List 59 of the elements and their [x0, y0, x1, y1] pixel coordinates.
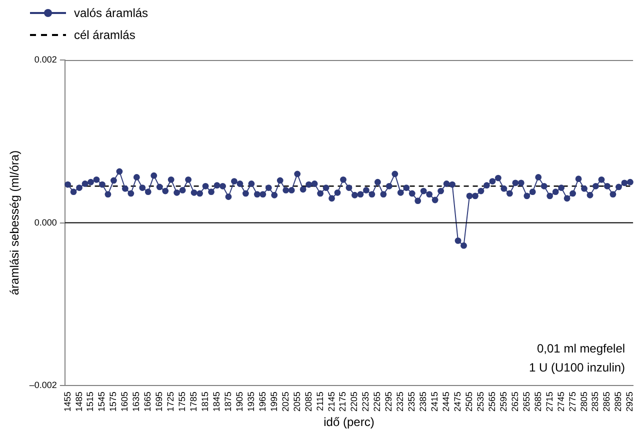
x-tick-label: 1455 — [62, 392, 72, 412]
x-tick-label: 1785 — [188, 392, 199, 412]
x-tick-label: 1845 — [211, 392, 222, 412]
legend-label: valós áramlás — [74, 6, 148, 20]
x-tick-label: 2295 — [384, 392, 394, 412]
x-tick-label: 1935 — [246, 392, 256, 412]
x-tick-label: 2805 — [578, 392, 589, 412]
x-tick-label: 2685 — [532, 392, 543, 412]
x-tick-label: 1965 — [257, 392, 268, 412]
y-axis-title: áramlási sebesség (ml/óra) — [8, 150, 22, 296]
annotation: 1 U (U100 inzulin) — [529, 360, 626, 375]
x-tick-label: 2175 — [338, 392, 348, 412]
x-tick-label: 2565 — [486, 392, 497, 412]
x-tick-label: 1755 — [177, 392, 188, 412]
y-tick-label: 0.002 — [34, 54, 57, 64]
x-tick-label: 1995 — [268, 392, 279, 412]
x-tick-label: 1515 — [85, 392, 96, 412]
x-tick-label: 2235 — [360, 392, 371, 412]
x-tick-label: 1905 — [234, 392, 244, 412]
x-tick-label: 2265 — [372, 392, 382, 412]
x-tick-label: 2085 — [303, 392, 314, 412]
x-tick-label: 2145 — [326, 392, 336, 412]
x-tick-label: 2595 — [498, 392, 508, 412]
x-axis-title: idő (perc) — [324, 415, 374, 430]
annotation: 0,01 ml megfelel — [537, 342, 626, 356]
x-tick-label: 1665 — [142, 392, 153, 412]
x-tick-label: 2655 — [521, 392, 532, 412]
x-tick-label: 2025 — [280, 392, 290, 412]
y-tick-label: –0.002 — [29, 380, 57, 390]
x-tick-label: 2385 — [418, 392, 428, 412]
x-tick-label: 2505 — [464, 392, 474, 412]
y-tick-label: 0.000 — [34, 217, 57, 228]
legend-label: cél áramlás — [74, 28, 136, 42]
x-tick-label: 2625 — [510, 392, 520, 412]
x-tick-label: 2205 — [349, 392, 360, 412]
x-tick-label: 2325 — [395, 392, 406, 412]
x-tick-label: 2115 — [314, 392, 325, 411]
x-tick-label: 1695 — [154, 392, 164, 412]
x-tick-label: 2445 — [441, 392, 452, 412]
x-tick-label: 1725 — [166, 392, 176, 412]
x-tick-label: 1545 — [96, 392, 107, 412]
x-tick-label: 2475 — [452, 392, 463, 412]
x-tick-label: 2745 — [556, 392, 566, 412]
x-tick-label: 2535 — [475, 392, 486, 412]
x-tick-label: 2865 — [602, 392, 612, 412]
x-tick-label: 2415 — [430, 392, 440, 412]
x-tick-label: 2055 — [292, 392, 302, 412]
x-tick-label: 1815 — [200, 392, 210, 412]
x-tick-label: 1485 — [74, 392, 84, 412]
x-tick-label: 1605 — [120, 392, 130, 412]
x-tick-label: 2895 — [613, 392, 624, 412]
x-tick-label: 2355 — [406, 392, 417, 412]
x-tick-label: 1875 — [222, 392, 233, 412]
x-tick-label: 2775 — [567, 392, 578, 412]
x-tick-label: 2715 — [544, 392, 554, 412]
x-tick-label: 2835 — [590, 392, 600, 412]
x-tick-label: 2925 — [624, 392, 635, 412]
x-tick-label: 1635 — [131, 392, 142, 412]
x-tick-label: 1575 — [108, 392, 118, 412]
